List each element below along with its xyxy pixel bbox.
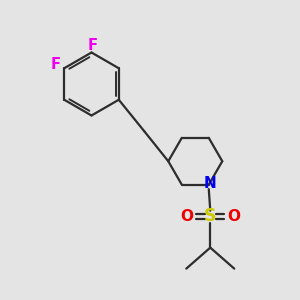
Text: F: F: [51, 57, 61, 72]
Text: S: S: [204, 207, 217, 225]
Text: N: N: [204, 176, 216, 191]
Text: F: F: [88, 38, 98, 53]
Text: O: O: [180, 208, 193, 224]
Text: O: O: [227, 208, 241, 224]
